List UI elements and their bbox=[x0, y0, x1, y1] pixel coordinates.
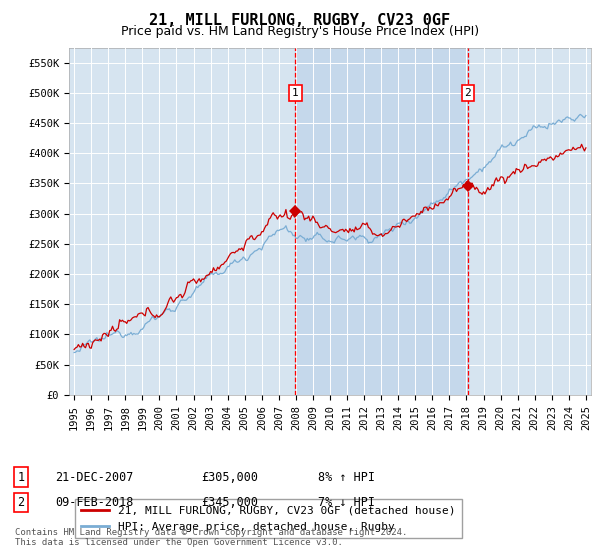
Text: £305,000: £305,000 bbox=[201, 470, 258, 484]
Text: 1: 1 bbox=[17, 470, 25, 484]
Text: 2: 2 bbox=[464, 88, 471, 98]
Text: 09-FEB-2018: 09-FEB-2018 bbox=[55, 496, 134, 509]
Text: Price paid vs. HM Land Registry's House Price Index (HPI): Price paid vs. HM Land Registry's House … bbox=[121, 25, 479, 38]
Legend: 21, MILL FURLONG, RUGBY, CV23 0GF (detached house), HPI: Average price, detached: 21, MILL FURLONG, RUGBY, CV23 0GF (detac… bbox=[74, 500, 462, 538]
Text: 21-DEC-2007: 21-DEC-2007 bbox=[55, 470, 134, 484]
Text: Contains HM Land Registry data © Crown copyright and database right 2024.
This d: Contains HM Land Registry data © Crown c… bbox=[15, 528, 407, 547]
Text: 21, MILL FURLONG, RUGBY, CV23 0GF: 21, MILL FURLONG, RUGBY, CV23 0GF bbox=[149, 13, 451, 28]
Text: 7% ↓ HPI: 7% ↓ HPI bbox=[318, 496, 375, 509]
Text: 8% ↑ HPI: 8% ↑ HPI bbox=[318, 470, 375, 484]
Text: 1: 1 bbox=[292, 88, 299, 98]
Text: £345,000: £345,000 bbox=[201, 496, 258, 509]
Bar bbox=[295, 48, 468, 395]
Text: 2: 2 bbox=[17, 496, 25, 509]
